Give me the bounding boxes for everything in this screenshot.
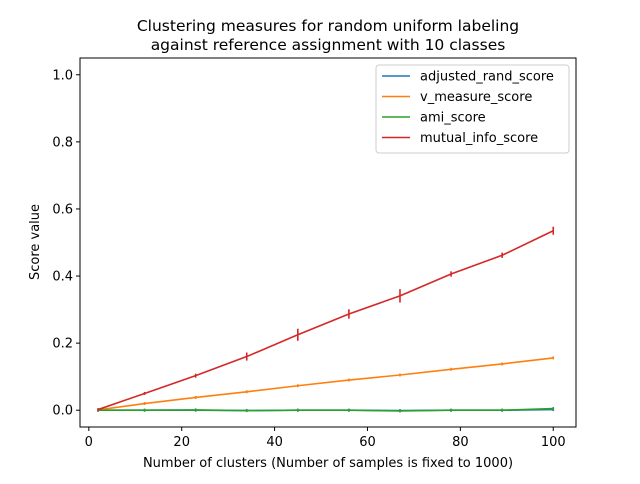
series-mutual-info-score [97,226,555,412]
x-tick-label: 20 [173,435,190,450]
y-tick-label: 1.0 [52,68,73,83]
y-tick-label: 0.4 [52,270,73,285]
series-v-measure-score [97,356,555,412]
y-tick-label: 0.2 [52,337,73,352]
y-axis-label: Score value [28,204,43,280]
series-line [98,407,554,412]
x-tick-label: 60 [359,435,376,450]
x-axis-label: Number of clusters (Number of samples is… [143,456,513,471]
x-tick-label: 0 [85,435,93,450]
plot-frame [79,57,577,428]
y-tick-label: 0.0 [52,404,73,419]
chart-title-line-1: Clustering measures for random uniform l… [137,17,519,35]
series-line [98,357,554,411]
x-tick-label: 40 [266,435,283,450]
legend-label: v_measure_score [420,90,532,105]
legend-label: ami_score [420,111,486,126]
y-tick-label: 0.8 [52,135,73,150]
legend-box [375,64,570,154]
plot-area [97,226,555,413]
y-tick-label: 0.6 [52,202,73,217]
x-tick-label: 100 [541,435,566,450]
legend-label: adjusted_rand_score [420,70,554,85]
series-line [97,230,554,411]
chart-title-line-2: against reference assignment with 10 cla… [151,36,506,54]
legend: adjusted_rand_score v_measure_score ami_sc… [375,64,570,154]
axis-ticks: 0 20 40 60 80 100 0.0 0.2 0.4 0.6 0.8 1.0 [52,68,565,450]
legend-label: mutual_info_score [420,131,538,146]
x-tick-label: 80 [452,435,469,450]
